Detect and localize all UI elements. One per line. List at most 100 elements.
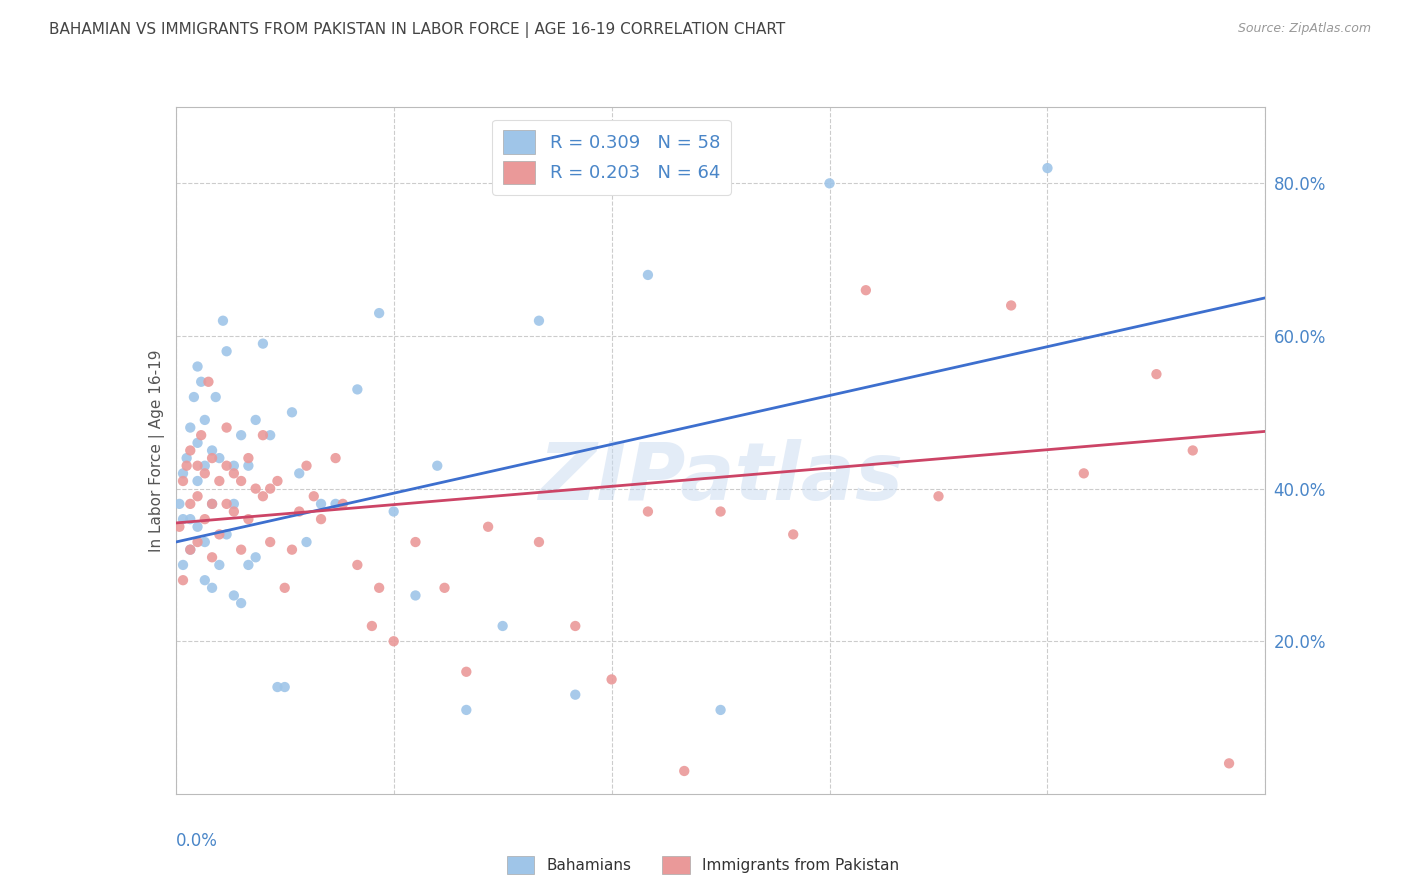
Point <box>186 474 209 488</box>
Point <box>818 177 841 191</box>
Point <box>172 474 194 488</box>
Point <box>215 458 238 473</box>
Point <box>183 390 205 404</box>
Point <box>231 596 253 610</box>
Point <box>179 420 201 434</box>
Point <box>1000 298 1022 312</box>
Point <box>201 443 224 458</box>
Point <box>426 458 449 473</box>
Point <box>527 314 550 328</box>
Point <box>368 306 391 320</box>
Point <box>492 619 515 633</box>
Point <box>186 435 209 450</box>
Point <box>222 497 245 511</box>
Point <box>194 573 217 587</box>
Y-axis label: In Labor Force | Age 16-19: In Labor Force | Age 16-19 <box>149 349 165 552</box>
Point <box>637 268 659 282</box>
Point <box>215 420 238 434</box>
Point <box>179 542 201 557</box>
Point <box>405 589 427 603</box>
Point <box>197 375 219 389</box>
Point <box>405 535 427 549</box>
Point <box>309 512 332 526</box>
Point <box>274 581 297 595</box>
Point <box>673 764 696 778</box>
Point <box>169 497 191 511</box>
Point <box>309 497 332 511</box>
Point <box>238 558 260 572</box>
Point <box>564 688 586 702</box>
Point <box>194 458 217 473</box>
Point <box>274 680 297 694</box>
Point <box>1146 367 1168 381</box>
Point <box>346 558 368 572</box>
Point <box>186 520 209 534</box>
Point <box>456 665 478 679</box>
Point <box>360 619 382 633</box>
Point <box>215 344 238 359</box>
Point <box>190 428 212 442</box>
Point <box>208 527 231 541</box>
Point <box>288 467 311 481</box>
Point <box>222 458 245 473</box>
Point <box>222 504 245 518</box>
Point <box>172 467 194 481</box>
Point <box>259 482 281 496</box>
Point <box>252 428 274 442</box>
Point <box>295 535 318 549</box>
Point <box>302 489 325 503</box>
Point <box>179 512 201 526</box>
Point <box>186 489 209 503</box>
Point <box>231 474 253 488</box>
Point <box>600 673 623 687</box>
Point <box>208 474 231 488</box>
Point <box>201 550 224 565</box>
Point <box>782 527 804 541</box>
Point <box>637 504 659 518</box>
Text: BAHAMIAN VS IMMIGRANTS FROM PAKISTAN IN LABOR FORCE | AGE 16-19 CORRELATION CHAR: BAHAMIAN VS IMMIGRANTS FROM PAKISTAN IN … <box>49 22 786 38</box>
Point <box>245 550 267 565</box>
Point <box>231 428 253 442</box>
Point <box>201 497 224 511</box>
Point <box>433 581 456 595</box>
Point <box>194 535 217 549</box>
Point <box>527 535 550 549</box>
Point <box>346 383 368 397</box>
Point <box>201 451 224 466</box>
Point <box>186 359 209 374</box>
Point <box>194 512 217 526</box>
Point <box>245 413 267 427</box>
Point <box>179 497 201 511</box>
Point <box>325 497 347 511</box>
Point <box>456 703 478 717</box>
Point <box>382 634 405 648</box>
Point <box>252 336 274 351</box>
Point <box>710 504 733 518</box>
Point <box>1036 161 1059 175</box>
Point <box>245 482 267 496</box>
Point <box>252 489 274 503</box>
Point <box>204 390 226 404</box>
Point <box>222 467 245 481</box>
Point <box>288 504 311 518</box>
Text: ZIPatlas: ZIPatlas <box>538 439 903 517</box>
Point <box>332 497 354 511</box>
Point <box>266 474 288 488</box>
Point <box>215 527 238 541</box>
Point <box>382 504 405 518</box>
Point <box>208 558 231 572</box>
Point <box>1073 467 1095 481</box>
Point <box>169 520 191 534</box>
Point <box>176 458 198 473</box>
Point <box>710 703 733 717</box>
Point <box>231 542 253 557</box>
Legend: Bahamians, Immigrants from Pakistan: Bahamians, Immigrants from Pakistan <box>501 850 905 880</box>
Point <box>212 314 235 328</box>
Point <box>172 558 194 572</box>
Point <box>281 542 304 557</box>
Point <box>186 535 209 549</box>
Legend: R = 0.309   N = 58, R = 0.203   N = 64: R = 0.309 N = 58, R = 0.203 N = 64 <box>492 120 731 194</box>
Point <box>222 589 245 603</box>
Point <box>259 428 281 442</box>
Point <box>179 542 201 557</box>
